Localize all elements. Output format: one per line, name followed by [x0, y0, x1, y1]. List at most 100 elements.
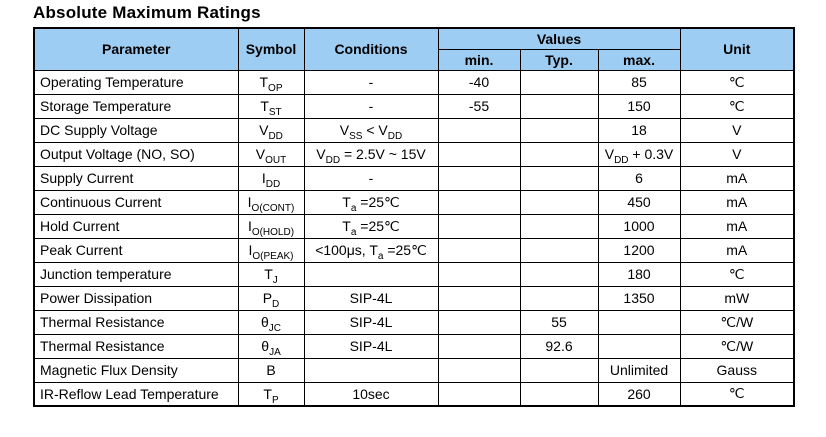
max-cell: 18: [597, 117, 681, 143]
table-row: DC Supply Voltage VDD VSS < VDD 18 V: [33, 117, 795, 143]
min-cell: [437, 213, 521, 239]
symbol-cell: TOP: [237, 69, 305, 95]
conditions-cell: Ta =25℃: [303, 213, 439, 239]
col-header-min: min.: [437, 48, 521, 71]
typ-cell: [519, 117, 599, 143]
symbol-cell: TP: [237, 381, 305, 407]
symbol-cell: TST: [237, 93, 305, 119]
typ-cell: [519, 141, 599, 167]
min-cell: [437, 117, 521, 143]
unit-cell: mA: [679, 237, 795, 263]
table-row: IR-Reflow Lead Temperature TP 10sec 260 …: [33, 381, 795, 407]
symbol-cell: IO(PEAK): [237, 237, 305, 263]
unit-cell: Gauss: [679, 357, 795, 383]
symbol-cell: B: [237, 357, 305, 383]
table-row: Continuous Current IO(CONT) Ta =25℃ 450 …: [33, 189, 795, 215]
table-row: Thermal Resistance θJA SIP-4L 92.6 ℃/W: [33, 333, 795, 359]
max-cell: 1000: [597, 213, 681, 239]
conditions-cell: [303, 261, 439, 287]
table-body: Operating Temperature TOP - -40 85 ℃ Sto…: [33, 69, 795, 407]
unit-cell: ℃: [679, 261, 795, 287]
max-cell: 260: [597, 381, 681, 407]
max-cell: 6: [597, 165, 681, 191]
parameter-cell: Hold Current: [33, 213, 239, 239]
parameter-cell: Junction temperature: [33, 261, 239, 287]
conditions-cell: VSS < VDD: [303, 117, 439, 143]
unit-cell: ℃/W: [679, 309, 795, 335]
max-cell: 450: [597, 189, 681, 215]
typ-cell: [519, 189, 599, 215]
conditions-cell: SIP-4L: [303, 285, 439, 311]
symbol-cell: θJC: [237, 309, 305, 335]
col-header-unit: Unit: [679, 27, 795, 71]
parameter-cell: Power Dissipation: [33, 285, 239, 311]
typ-cell: [519, 381, 599, 407]
conditions-cell: [303, 357, 439, 383]
col-header-values: Values: [437, 27, 681, 50]
max-cell: 1200: [597, 237, 681, 263]
unit-cell: ℃: [679, 69, 795, 95]
conditions-cell: 10sec: [303, 381, 439, 407]
typ-cell: [519, 285, 599, 311]
table-row: Supply Current IDD - 6 mA: [33, 165, 795, 191]
col-header-max: max.: [597, 48, 681, 71]
parameter-cell: Storage Temperature: [33, 93, 239, 119]
min-cell: [437, 189, 521, 215]
header-row-2: min. Typ. max.: [34, 48, 794, 71]
typ-cell: [519, 213, 599, 239]
typ-cell: [519, 165, 599, 191]
typ-cell: [519, 261, 599, 287]
parameter-cell: Peak Current: [33, 237, 239, 263]
symbol-cell: VDD: [237, 117, 305, 143]
table-row: Power Dissipation PD SIP-4L 1350 mW: [33, 285, 795, 311]
conditions-cell: <100μs, Ta =25℃: [303, 237, 439, 263]
symbol-cell: VOUT: [237, 141, 305, 167]
parameter-cell: Output Voltage (NO, SO): [33, 141, 239, 167]
unit-cell: ℃/W: [679, 333, 795, 359]
parameter-cell: Magnetic Flux Density: [33, 357, 239, 383]
symbol-cell: IDD: [237, 165, 305, 191]
parameter-cell: Continuous Current: [33, 189, 239, 215]
table-row: Junction temperature TJ 180 ℃: [33, 261, 795, 287]
table-row: Storage Temperature TST - -55 150 ℃: [33, 93, 795, 119]
unit-cell: mW: [679, 285, 795, 311]
typ-cell: [519, 93, 599, 119]
min-cell: [437, 357, 521, 383]
parameter-cell: Operating Temperature: [33, 69, 239, 95]
conditions-cell: SIP-4L: [303, 333, 439, 359]
parameter-cell: IR-Reflow Lead Temperature: [33, 381, 239, 407]
col-header-typ: Typ.: [519, 48, 599, 71]
symbol-cell: IO(HOLD): [237, 213, 305, 239]
symbol-cell: θJA: [237, 333, 305, 359]
table-row: Hold Current IO(HOLD) Ta =25℃ 1000 mA: [33, 213, 795, 239]
max-cell: 1350: [597, 285, 681, 311]
symbol-cell: IO(CONT): [237, 189, 305, 215]
typ-cell: [519, 237, 599, 263]
min-cell: [437, 381, 521, 407]
conditions-cell: SIP-4L: [303, 309, 439, 335]
max-cell: 150: [597, 93, 681, 119]
max-cell: 85: [597, 69, 681, 95]
conditions-cell: VDD = 2.5V ~ 15V: [303, 141, 439, 167]
page-title: Absolute Maximum Ratings: [33, 3, 261, 22]
table-row: Output Voltage (NO, SO) VOUT VDD = 2.5V …: [33, 141, 795, 167]
table-row: Operating Temperature TOP - -40 85 ℃: [33, 69, 795, 95]
max-cell: [597, 333, 681, 359]
table-row: Thermal Resistance θJC SIP-4L 55 ℃/W: [33, 309, 795, 335]
min-cell: [437, 333, 521, 359]
header-row-1: Parameter Symbol Conditions Values Unit: [33, 27, 795, 71]
symbol-cell: PD: [237, 285, 305, 311]
min-cell: -40: [437, 69, 521, 95]
typ-cell: [519, 357, 599, 383]
parameter-cell: Thermal Resistance: [33, 333, 239, 359]
min-cell: [437, 165, 521, 191]
table-header: Parameter Symbol Conditions Values Unit …: [33, 27, 795, 71]
typ-cell: 55: [519, 309, 599, 335]
conditions-cell: -: [303, 69, 439, 95]
min-cell: -55: [437, 93, 521, 119]
parameter-cell: Supply Current: [33, 165, 239, 191]
typ-cell: 92.6: [519, 333, 599, 359]
typ-cell: [519, 69, 599, 95]
unit-cell: mA: [679, 165, 795, 191]
table-row: Magnetic Flux Density B Unlimited Gauss: [33, 357, 795, 383]
